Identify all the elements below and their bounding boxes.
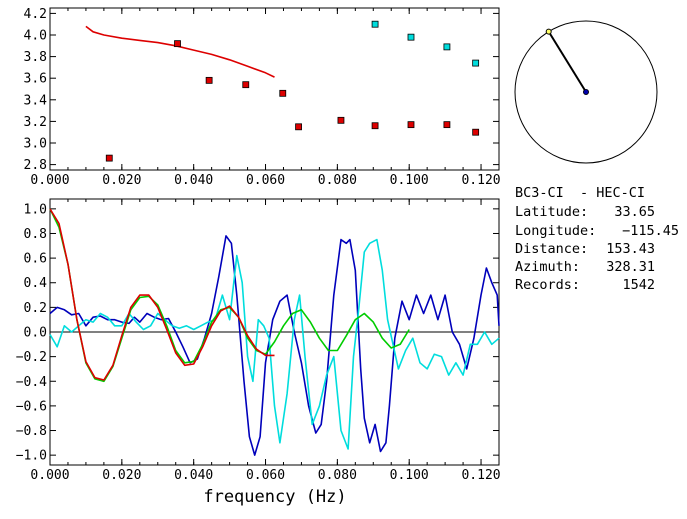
- longitude-value: −115.45: [622, 223, 679, 239]
- top-x-tick-label: 0.040: [174, 173, 213, 188]
- compass-center-marker: [583, 89, 590, 96]
- top-y-tick-label: 3.8: [24, 50, 47, 65]
- bottom-x-tick-label: 0.120: [461, 468, 500, 483]
- compass-tip-marker: [545, 28, 552, 35]
- station-info-panel: BC3-CI - HEC-CI Latitude: 33.65 Longitud…: [515, 185, 679, 293]
- bottom-y-tick-label: −0.4: [16, 375, 47, 390]
- red-data-point: [279, 89, 287, 97]
- top-y-tick-label: 3.0: [24, 137, 47, 152]
- top-x-tick-label: 0.020: [102, 173, 141, 188]
- series-cyan-line: [49, 238, 500, 450]
- bottom-y-tick-label: 0.6: [24, 252, 47, 267]
- red-data-point: [105, 154, 113, 162]
- distance-label: Distance:: [515, 241, 588, 257]
- longitude-label: Longitude:: [515, 223, 596, 239]
- bottom-y-tick-label: 0.8: [24, 227, 47, 242]
- compass-needle: [547, 31, 587, 93]
- top-y-tick-label: 3.6: [24, 72, 47, 87]
- top-plot-frame: [49, 7, 500, 171]
- red-data-point: [407, 121, 415, 129]
- bottom-y-tick-label: −0.2: [16, 350, 47, 365]
- red-data-point: [295, 123, 302, 131]
- top-y-tick-label: 3.4: [24, 93, 48, 108]
- red-data-point: [443, 121, 451, 129]
- bottom-y-tick-label: −0.8: [16, 424, 47, 439]
- red-data-point: [371, 122, 379, 130]
- top-y-tick-label: 4.0: [24, 29, 47, 44]
- red-data-point: [242, 81, 250, 89]
- series-blue-line: [49, 235, 500, 456]
- top-y-tick-label: 2.8: [24, 158, 47, 173]
- bottom-x-tick-label: 0.020: [102, 468, 141, 483]
- bottom-y-tick-label: −1.0: [16, 449, 47, 464]
- azimuth-compass: [514, 20, 658, 164]
- red-data-point: [174, 40, 181, 48]
- cyan-data-point: [472, 59, 480, 67]
- cyan-data-point: [371, 20, 379, 28]
- top-x-tick-label: 0.120: [461, 173, 500, 188]
- top-x-tick-label: 0.100: [390, 173, 429, 188]
- bottom-x-tick-label: 0.100: [390, 468, 429, 483]
- bottom-y-tick-label: 1.0: [24, 202, 47, 217]
- red-data-point: [205, 76, 213, 84]
- latitude-value: 33.65: [614, 204, 655, 220]
- bottom-plot: 0.000 0.020 0.040 0.060 0.080 0.100 0.120 1.0 0.…: [16, 198, 501, 483]
- bottom-y-tick-label: 0.2: [24, 301, 47, 316]
- latitude-label: Latitude:: [515, 204, 588, 220]
- compass-circle: [514, 20, 658, 164]
- bottom-x-tick-label: 0.060: [246, 468, 285, 483]
- cyan-data-point: [407, 33, 415, 41]
- cyan-data-point: [443, 43, 451, 51]
- bottom-x-tick-label: 0.000: [30, 468, 69, 483]
- records-value: 1542: [622, 277, 655, 293]
- bottom-y-tick-label: 0.4: [24, 276, 48, 291]
- bottom-x-tick-label: 0.040: [174, 468, 213, 483]
- top-y-tick-label: 3.2: [24, 115, 47, 130]
- x-axis-label: frequency (Hz): [203, 487, 346, 507]
- top-x-tick-label: 0.080: [318, 173, 357, 188]
- red-data-point: [472, 128, 480, 136]
- top-y-tick-label: 4.2: [24, 7, 47, 22]
- series-red-line: [49, 208, 275, 381]
- station-pair-title: BC3-CI - HEC-CI: [515, 185, 645, 201]
- bottom-x-tick-label: 0.080: [318, 468, 357, 483]
- top-plot: 0.000 0.020 0.040 0.060 0.080 0.100 0.120 2.8 3.…: [24, 7, 501, 188]
- bottom-y-tick-label: −0.6: [16, 399, 47, 414]
- series-green-line: [49, 208, 410, 383]
- records-label: Records:: [515, 277, 580, 293]
- azimuth-value: 328.31: [606, 259, 655, 275]
- top-x-tick-label: 0.000: [30, 173, 69, 188]
- bottom-y-tick-label: 0.0: [24, 326, 47, 341]
- red-data-point: [337, 116, 345, 124]
- distance-value: 153.43: [606, 241, 655, 257]
- top-velocity-curve: [85, 25, 275, 78]
- azimuth-label: Azimuth:: [515, 259, 580, 275]
- top-x-tick-label: 0.060: [246, 173, 285, 188]
